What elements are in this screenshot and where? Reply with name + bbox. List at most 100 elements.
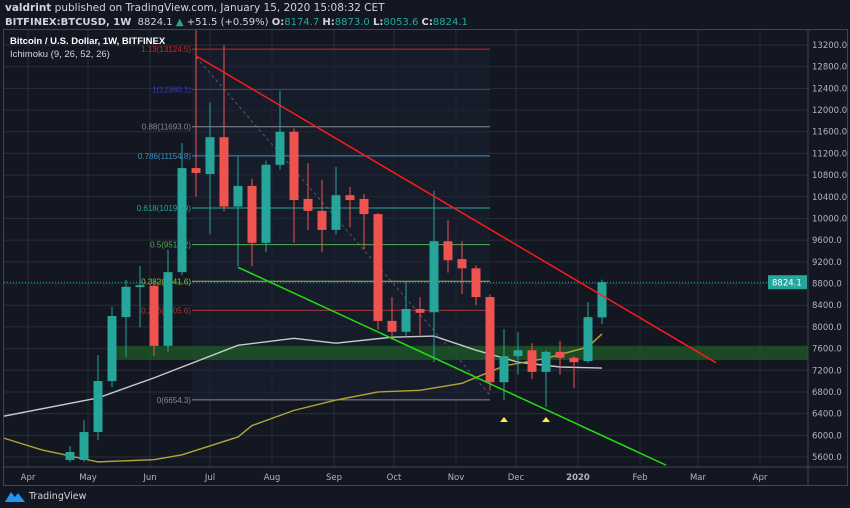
price-change: +51.5 (+0.59%) [186, 17, 269, 28]
fib-level-label: 0(6654.3) [157, 396, 192, 405]
candle-body [387, 320, 397, 332]
price-tick-label: 10800.0 [812, 171, 847, 181]
time-tick-label: Aug [264, 473, 281, 483]
candle-body [499, 356, 509, 383]
chart-frame [3, 29, 848, 486]
fib-level-label: 0.88(11693.0) [142, 123, 192, 132]
open-value: 8174.7 [284, 17, 320, 28]
price-tick-label: 12800.0 [812, 63, 847, 73]
candle-body [527, 350, 537, 372]
price-tick-label: 12400.0 [812, 84, 847, 94]
time-tick-label: Oct [387, 473, 402, 483]
candle-body [415, 309, 425, 313]
indicator-label[interactable]: Ichimoku (9, 26, 52, 26) [10, 49, 110, 60]
price-tick-label: 5600.0 [812, 453, 842, 463]
publish-info: valdrint published on TradingView.com, J… [5, 2, 385, 14]
candle-body [275, 131, 285, 165]
fib-level-label: 0.786(11154.8) [138, 152, 191, 161]
support-trendline [237, 266, 667, 466]
price-tick-label: 11200.0 [812, 149, 847, 159]
price-tick-label: 7200.0 [812, 366, 842, 376]
time-tick-label: Jun [142, 473, 156, 483]
price-tick-label: 10000.0 [812, 214, 847, 224]
high-value: 8873.0 [334, 17, 370, 28]
candle-body [205, 137, 215, 175]
last-price-badge [768, 275, 807, 290]
time-tick-label: Nov [448, 473, 465, 483]
fib-level-label: 1(12380.1) [152, 85, 191, 94]
candle-body [401, 309, 411, 332]
candle-body [317, 210, 327, 230]
fib-level-label: 1.13(13124.5) [141, 45, 191, 54]
candle-body [93, 381, 103, 433]
symbol: BITFINEX:BTCUSD, 1W [5, 17, 132, 28]
close-label: C: [421, 17, 433, 28]
fib-level-label: 0.618(10192.9) [137, 204, 192, 213]
candle-body [485, 297, 495, 383]
price-tick-label: 8800.0 [812, 280, 842, 290]
fib-level-label: 0.5(9517.2) [150, 241, 191, 250]
series-title: Bitcoin / U.S. Dollar, 1W, BITFINEX [10, 36, 166, 47]
candle-body [261, 164, 271, 243]
quote-bar: BITFINEX:BTCUSD, 1W 8824.1 ▲ +51.5 (+0.5… [5, 17, 468, 28]
candle-body [429, 241, 439, 313]
high-label: H: [322, 17, 335, 28]
candle-body [541, 351, 551, 372]
candle-body [191, 168, 201, 173]
price-tick-label: 13200.0 [812, 41, 847, 51]
resistance-trendline [195, 55, 717, 364]
candle-body [289, 131, 299, 201]
low-label: L: [372, 17, 384, 28]
last-price: 8824.1 [137, 17, 173, 28]
triangle-up-marker [542, 417, 550, 422]
candle-body [513, 350, 523, 357]
author-name[interactable]: valdrint [5, 2, 52, 14]
time-tick-label: Mar [690, 473, 707, 483]
candle-body [177, 168, 187, 273]
plot-area: 1.13(13124.5) 1(12380.1) 0.88(11693.0) 0.78… [4, 30, 808, 466]
last-price-badge-label: 8824.1 [772, 279, 802, 289]
close-value: 8824.1 [432, 17, 468, 28]
candle-body [303, 198, 313, 211]
time-tick-label: Apr [753, 473, 768, 483]
open-label: O: [271, 17, 285, 28]
time-tick-label: May [79, 473, 97, 483]
candle-body [233, 185, 243, 207]
triangle-up-icon: ▲ [175, 17, 184, 28]
price-tick-label: 9200.0 [812, 258, 842, 268]
candle-body [331, 195, 341, 230]
brand-name[interactable]: TradingView [29, 490, 87, 502]
candle-body [583, 317, 593, 362]
price-tick-label: 6400.0 [812, 410, 842, 420]
candle-body [149, 285, 159, 346]
candle-body [79, 432, 89, 460]
candle-body [555, 351, 565, 358]
time-tick-label: Apr [21, 473, 36, 483]
candle-body [359, 198, 369, 215]
time-tick-label: Sep [326, 473, 342, 483]
price-tick-label: 8000.0 [812, 323, 842, 333]
indicator-line [4, 333, 603, 463]
candle-body [107, 316, 117, 382]
time-tick-label: Jul [204, 473, 215, 483]
candle-body [373, 214, 383, 321]
candle-body [457, 259, 467, 269]
candle-body [597, 282, 607, 318]
candle-body [121, 286, 131, 318]
fib-retracement-box [192, 49, 490, 400]
price-tick-label: 9600.0 [812, 236, 842, 246]
time-tick-label: Feb [632, 473, 647, 483]
time-tick-label: Dec [508, 473, 525, 483]
chart-legend: Bitcoin / U.S. Dollar, 1W, BITFINEX Ichi… [10, 35, 165, 61]
support-zone [112, 345, 808, 360]
candle-body [219, 137, 229, 207]
candle-body [163, 272, 173, 346]
candle-body [569, 357, 579, 363]
candle-body [443, 241, 453, 261]
price-tick-label: 6000.0 [812, 431, 842, 441]
candle-body [65, 452, 75, 460]
price-tick-label: 10400.0 [812, 193, 847, 203]
candle-body [247, 185, 257, 243]
price-tick-label: 6800.0 [812, 388, 842, 398]
